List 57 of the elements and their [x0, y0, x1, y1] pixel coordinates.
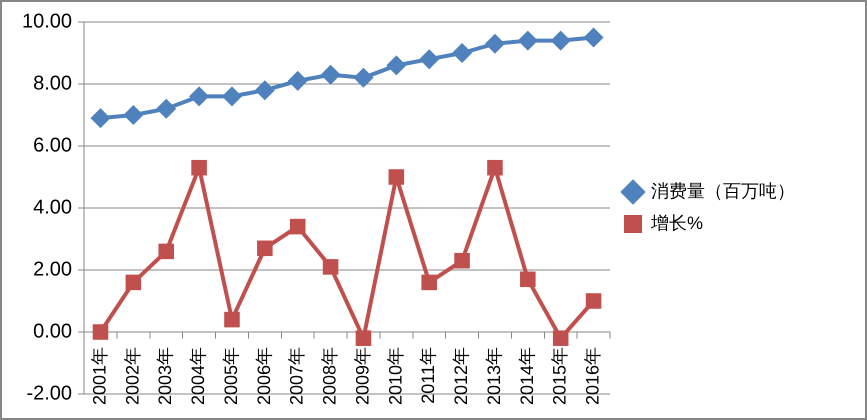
- point: [356, 330, 372, 346]
- point: [386, 55, 406, 76]
- point: [254, 80, 275, 100]
- x-tick-label: 2008年: [320, 347, 340, 406]
- point: [257, 240, 273, 256]
- point: [550, 30, 571, 51]
- y-tick-label: 8.00: [33, 72, 72, 95]
- point: [586, 293, 602, 309]
- y-tick-label: 10.00: [22, 10, 72, 33]
- point: [126, 274, 142, 290]
- x-tick-label: 2005年: [220, 347, 241, 406]
- legend-label: 增长%: [650, 212, 704, 233]
- x-tick-label: 2002年: [122, 347, 142, 406]
- x-tick-label: 2003年: [155, 347, 176, 406]
- x-tick-label: 2015年: [550, 347, 570, 406]
- point: [520, 272, 536, 288]
- point: [191, 160, 207, 176]
- point: [487, 160, 503, 176]
- point: [452, 43, 472, 63]
- point: [584, 28, 604, 48]
- y-tick-label: 4.00: [33, 196, 72, 219]
- y-tick-label: 0.00: [33, 320, 72, 343]
- x-tick-label: 2012年: [451, 347, 472, 406]
- point: [290, 218, 306, 234]
- x-tick-label: 2010年: [385, 347, 406, 406]
- point: [222, 86, 242, 106]
- x-tick-label: 2014年: [516, 347, 537, 406]
- x-tick-label: 2011年: [418, 347, 438, 404]
- point: [92, 324, 108, 340]
- x-tick-label: 2007年: [286, 347, 307, 406]
- x-tick-label: 2013年: [484, 347, 504, 406]
- point: [156, 98, 176, 119]
- point: [353, 68, 374, 88]
- y-tick-label: -2.00: [26, 382, 72, 405]
- legend-label: 消费量（百万吨）: [651, 180, 795, 201]
- point: [419, 49, 440, 70]
- point: [90, 108, 110, 128]
- point: [158, 244, 174, 260]
- point: [320, 64, 341, 85]
- point: [288, 70, 308, 91]
- point: [421, 274, 437, 290]
- point: [518, 30, 538, 51]
- point: [454, 252, 470, 268]
- point: [388, 169, 404, 185]
- x-tick-label: 2006年: [254, 347, 274, 406]
- x-tick-label: 2001年: [89, 347, 110, 406]
- y-tick-label: 2.00: [33, 258, 72, 281]
- point: [224, 312, 240, 328]
- point: [552, 330, 568, 346]
- point: [123, 105, 144, 125]
- point: [484, 34, 505, 54]
- point: [189, 86, 210, 106]
- x-tick-label: 2016年: [582, 347, 603, 406]
- x-tick-label: 2004年: [188, 347, 208, 406]
- y-tick-label: 6.00: [33, 134, 72, 157]
- x-tick-label: 2009年: [352, 347, 372, 406]
- point: [322, 259, 338, 275]
